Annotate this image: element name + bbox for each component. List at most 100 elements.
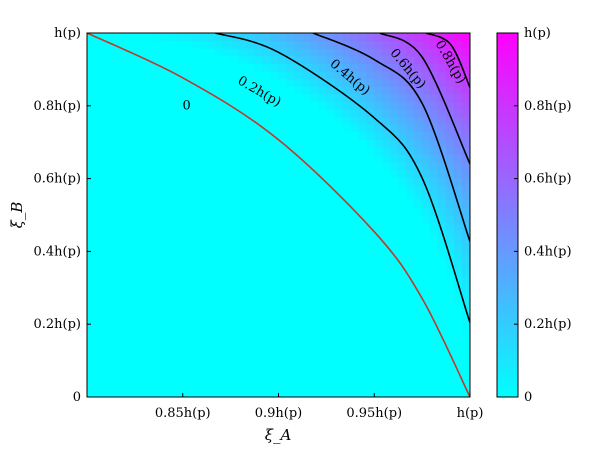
heatmap-cell bbox=[326, 63, 335, 72]
heatmap-cell bbox=[438, 139, 447, 148]
heatmap-cell bbox=[230, 48, 240, 57]
heatmap-cell bbox=[398, 177, 407, 186]
heatmap-cell bbox=[422, 86, 431, 95]
heatmap-cell bbox=[406, 184, 415, 193]
heatmap-cell bbox=[438, 245, 447, 254]
heatmap-cell bbox=[446, 124, 455, 133]
heatmap-cell bbox=[430, 131, 439, 140]
heatmap-cell bbox=[462, 260, 470, 269]
heatmap-cell bbox=[350, 40, 359, 49]
heatmap-cell bbox=[278, 63, 288, 72]
heatmap-cell bbox=[454, 298, 463, 307]
heatmap-cell bbox=[454, 230, 463, 239]
heatmap-cell bbox=[462, 268, 470, 277]
heatmap-cell bbox=[358, 33, 367, 42]
heatmap-cell bbox=[398, 116, 407, 125]
heatmap-cell bbox=[310, 78, 319, 87]
heatmap-cell bbox=[454, 116, 463, 125]
heatmap-cell bbox=[390, 78, 399, 87]
heatmap-cell bbox=[326, 33, 335, 42]
heatmap-cell bbox=[422, 78, 431, 87]
heatmap-cell bbox=[246, 40, 256, 49]
y-tick-label: h(p) bbox=[54, 26, 81, 41]
heatmap-cell bbox=[462, 237, 470, 246]
heatmap-cell bbox=[262, 48, 272, 57]
heatmap-cell bbox=[390, 116, 399, 125]
heatmap-cell bbox=[430, 215, 439, 224]
heatmap-cell bbox=[382, 161, 391, 171]
heatmap-cell bbox=[222, 48, 232, 57]
heatmap-cell bbox=[334, 63, 343, 72]
heatmap-cell bbox=[342, 55, 351, 64]
heatmap-cell bbox=[406, 177, 415, 186]
heatmap-cell bbox=[262, 63, 272, 72]
heatmap-cell bbox=[374, 48, 383, 57]
heatmap-cell bbox=[414, 63, 423, 72]
heatmap-cell bbox=[390, 55, 399, 64]
heatmap-cell bbox=[382, 101, 391, 110]
heatmap-cell bbox=[438, 222, 447, 231]
heatmap-cell bbox=[246, 55, 256, 64]
heatmap-cell bbox=[318, 63, 327, 72]
heatmap-cell bbox=[462, 139, 470, 148]
heatmap-cell bbox=[310, 86, 319, 95]
heatmap-cell bbox=[262, 33, 272, 42]
heatmap-cell bbox=[430, 222, 439, 231]
heatmap-cell bbox=[462, 169, 470, 178]
heatmap-cell bbox=[342, 86, 351, 95]
heatmap-cell bbox=[390, 154, 399, 163]
heatmap-cell bbox=[438, 184, 447, 193]
heatmap-cell bbox=[454, 290, 463, 300]
heatmap-cell bbox=[462, 177, 470, 186]
heatmap-cell bbox=[438, 40, 447, 49]
heatmap-cell bbox=[462, 33, 470, 42]
heatmap-cell bbox=[310, 93, 319, 102]
heatmap-cell bbox=[166, 33, 176, 42]
heatmap-cell bbox=[326, 93, 335, 102]
heatmap-cell bbox=[446, 78, 455, 87]
heatmap-cell bbox=[454, 237, 463, 246]
heatmap-cell bbox=[414, 177, 423, 186]
heatmap-cell bbox=[414, 199, 423, 209]
heatmap-cell bbox=[462, 283, 470, 292]
heatmap-cell bbox=[238, 33, 248, 42]
heatmap-cell bbox=[414, 207, 423, 216]
heatmap-cell bbox=[334, 55, 343, 64]
heatmap-cell bbox=[366, 108, 375, 118]
heatmap-cell bbox=[390, 139, 399, 148]
heatmap-cell bbox=[278, 48, 288, 57]
heatmap-cell bbox=[398, 101, 407, 110]
heatmap-cell bbox=[446, 237, 455, 246]
heatmap-cell bbox=[302, 63, 312, 72]
heatmap-cell bbox=[214, 40, 224, 49]
heatmap-cell bbox=[462, 215, 470, 224]
heatmap-cell bbox=[366, 33, 375, 42]
heatmap-cell bbox=[334, 116, 343, 125]
heatmap-cell bbox=[262, 40, 272, 49]
heatmap-cell bbox=[406, 116, 415, 125]
heatmap-cell bbox=[422, 177, 431, 186]
heatmap-cell bbox=[462, 184, 470, 193]
heatmap-cell bbox=[398, 146, 407, 155]
heatmap-cell bbox=[278, 70, 288, 80]
heatmap-cell bbox=[398, 70, 407, 80]
heatmap-cell bbox=[430, 33, 439, 42]
heatmap-cell bbox=[462, 55, 470, 64]
heatmap-cell bbox=[366, 101, 375, 110]
heatmap-cell bbox=[382, 108, 391, 118]
heatmap-cell bbox=[342, 124, 351, 133]
heatmap-cell bbox=[238, 55, 248, 64]
heatmap-cell bbox=[462, 192, 470, 201]
heatmap-cell bbox=[318, 48, 327, 57]
heatmap-cell bbox=[406, 146, 415, 155]
heatmap-cell bbox=[390, 86, 399, 95]
heatmap-cell bbox=[462, 93, 470, 102]
heatmap-cell bbox=[358, 124, 367, 133]
contour-line-0-8 bbox=[425, 33, 470, 88]
heatmap-cell bbox=[446, 70, 455, 80]
heatmap-cell bbox=[270, 40, 280, 49]
heatmap-cell bbox=[294, 33, 304, 42]
heatmap-cell bbox=[430, 108, 439, 118]
heatmap-cell bbox=[438, 177, 447, 186]
heatmap-cell bbox=[438, 70, 447, 80]
